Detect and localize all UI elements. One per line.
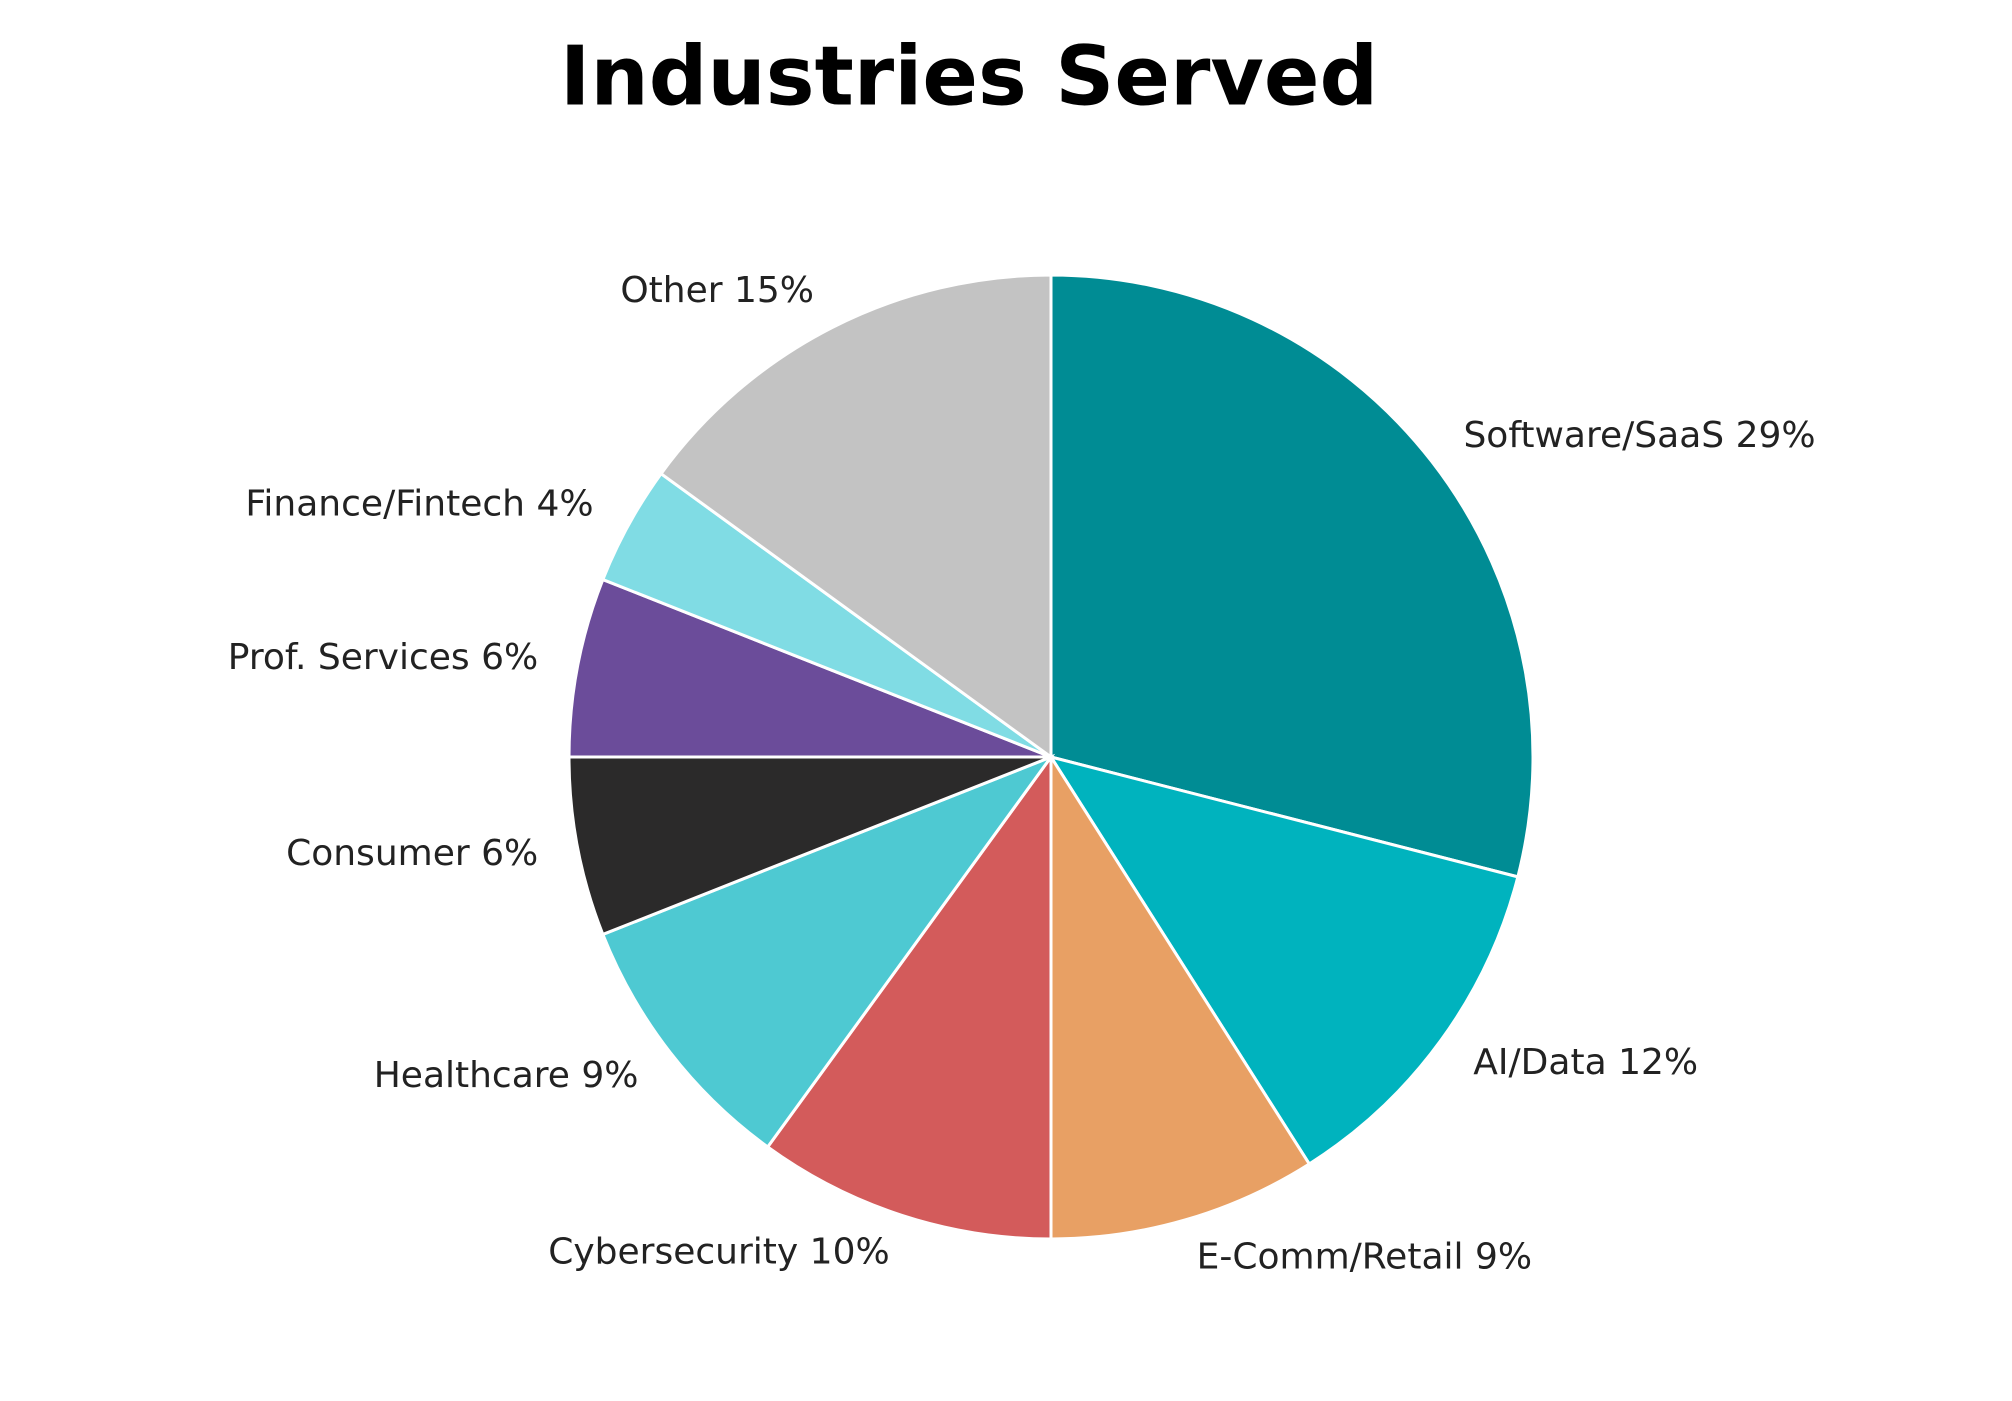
slice-value: 29% [1736, 415, 1816, 456]
slice-label: Software/SaaS 29% [1463, 415, 1815, 456]
slice-name: E-Comm/Retail [1197, 1236, 1464, 1277]
pie-slice [600, 753, 1056, 1150]
slice-value: 12% [1618, 1042, 1698, 1083]
pie-slice [567, 577, 1052, 759]
slice-name: Healthcare [374, 1055, 570, 1096]
pie-slice [1047, 754, 1520, 1167]
slice-name: Software/SaaS [1463, 415, 1724, 456]
slice-value: 9% [1475, 1236, 1532, 1277]
slice-label: Prof. Services 6% [228, 637, 538, 678]
slice-name: AI/Data [1473, 1042, 1606, 1083]
pie-slice [658, 273, 1053, 760]
slice-label: AI/Data 12% [1473, 1042, 1698, 1083]
slice-value: 9% [581, 1055, 638, 1096]
slice-label: Consumer 6% [286, 833, 538, 874]
slice-value: 4% [536, 484, 593, 525]
slice-value: 6% [481, 637, 538, 678]
pie-slice [567, 755, 1052, 937]
chart-title: Industries Served [560, 29, 1378, 124]
slice-name: Consumer [286, 833, 470, 874]
slice-label: E-Comm/Retail 9% [1197, 1236, 1532, 1277]
slice-label: Finance/Fintech 4% [245, 484, 593, 525]
pie-slice [765, 752, 1053, 1241]
pie-slice [1049, 751, 1312, 1241]
slice-name: Prof. Services [228, 637, 470, 678]
slice-label: Cybersecurity 10% [548, 1231, 889, 1272]
slice-name: Finance/Fintech [245, 484, 525, 525]
slice-name: Other [620, 270, 722, 311]
slice-value: 6% [481, 833, 538, 874]
slice-label: Other 15% [620, 270, 814, 311]
slice-label: Healthcare 9% [374, 1055, 639, 1096]
slice-value: 15% [734, 270, 814, 311]
slice-name: Cybersecurity [548, 1231, 798, 1272]
pie-slice [1049, 273, 1535, 879]
slice-value: 10% [810, 1231, 890, 1272]
